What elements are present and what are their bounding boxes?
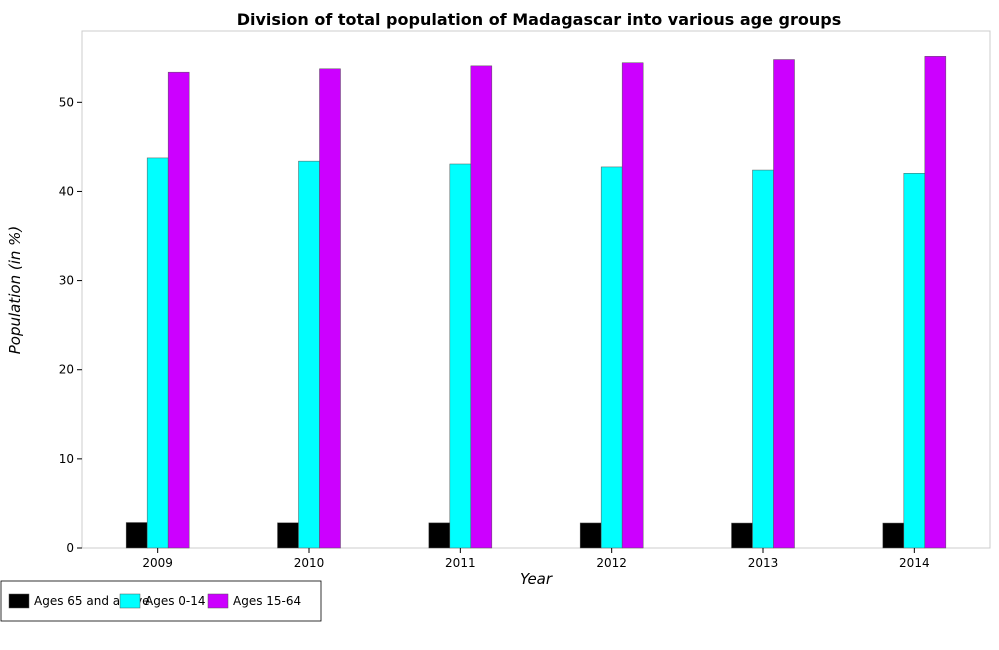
y-axis: 0 10 20 30 40 50: [59, 95, 82, 555]
bar-2010-series-2: [319, 68, 341, 549]
x-axis: 2009 2010 2011 2012 2013 2014: [142, 548, 930, 570]
legend-box: [0, 580, 322, 622]
y-axis-title: Population (in %): [6, 226, 24, 355]
bar-2009-series-0: [125, 522, 148, 549]
y-tick-label: 10: [59, 452, 74, 466]
y-tick-label: 50: [59, 95, 74, 109]
bar-2014-series-2: [924, 56, 947, 549]
bar-2010-series-0: [277, 522, 299, 549]
bar-2010-series-1: [298, 160, 320, 549]
bars-layer: [125, 56, 947, 549]
bar-2013-series-0: [731, 522, 753, 549]
plot-area: [81, 30, 991, 549]
chart-title: Division of total population of Madagasc…: [237, 10, 842, 29]
x-tick-label: 2010: [294, 556, 325, 570]
bar-2009-series-1: [146, 157, 169, 549]
bar-2014-series-1: [903, 173, 926, 549]
legend-swatch-0: [8, 593, 30, 609]
bar-2011-series-0: [428, 522, 451, 549]
x-tick-label: 2011: [445, 556, 476, 570]
bar-2012-series-0: [579, 522, 602, 549]
bar-2011-series-1: [449, 163, 472, 549]
bar-2009-series-2: [167, 71, 190, 549]
bar-2013-series-1: [752, 169, 774, 549]
legend-label-1: Ages 0-14: [145, 594, 206, 608]
x-tick-label: 2012: [596, 556, 627, 570]
x-tick-label: 2014: [899, 556, 930, 570]
x-axis-title: Year: [520, 570, 553, 588]
bar-2012-series-2: [621, 62, 644, 549]
y-tick-label: 20: [59, 363, 74, 377]
y-tick-label: 0: [66, 541, 74, 555]
bar-2012-series-1: [600, 166, 623, 549]
legend-swatch-2: [207, 593, 229, 609]
bar-2013-series-2: [773, 59, 795, 549]
legend-swatch-1: [119, 593, 141, 609]
bar-2011-series-2: [470, 65, 493, 549]
y-tick-label: 40: [59, 184, 74, 198]
x-tick-label: 2013: [748, 556, 779, 570]
legend-label-2: Ages 15-64: [233, 594, 301, 608]
bar-2014-series-0: [882, 522, 905, 549]
x-tick-label: 2009: [142, 556, 173, 570]
y-tick-label: 30: [59, 274, 74, 288]
